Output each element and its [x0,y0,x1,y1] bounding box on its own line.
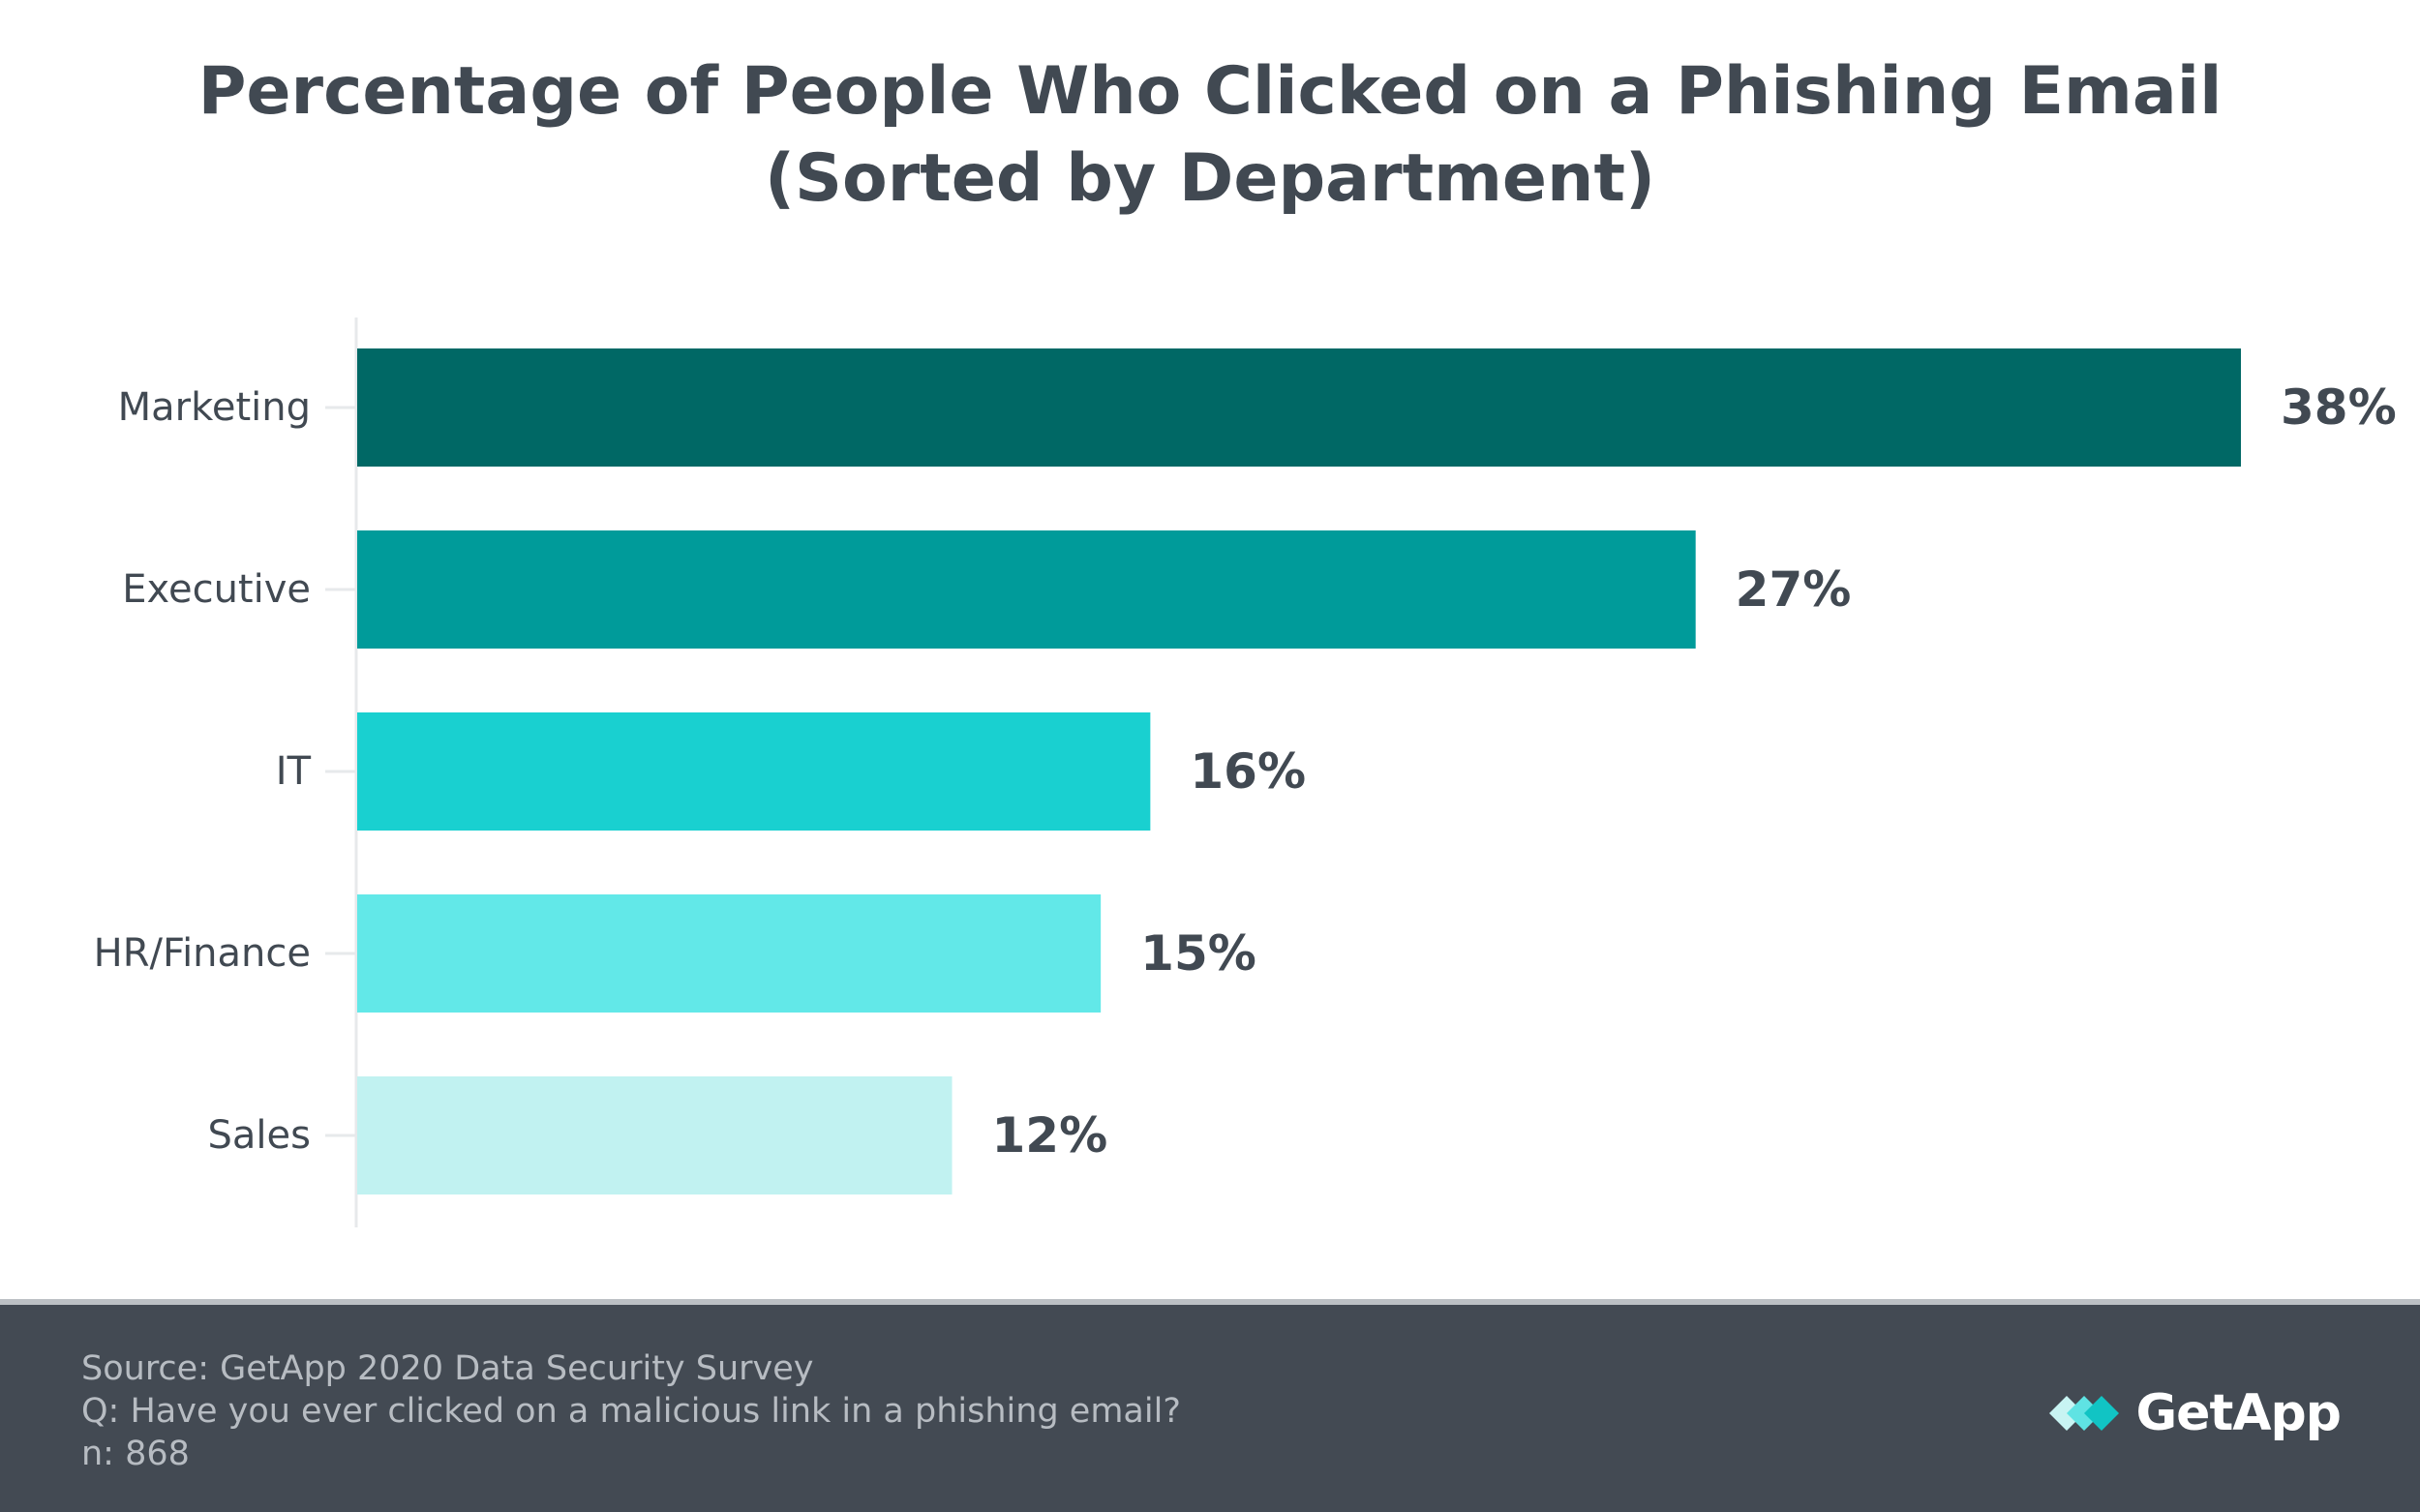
chart-title-line-1: Percentage of People Who Clicked on a Ph… [197,53,2223,130]
bar-chart: Marketing 38% Executive 27% IT 16% HR/Finance 1… [94,318,2397,1227]
bars-layer: Marketing 38% Executive 27% IT 16% HR/Finance 1… [94,348,2397,1194]
category-label: Marketing [118,385,311,430]
chart-title: Percentage of People Who Clicked on a Ph… [0,48,2420,223]
category-label: HR/Finance [94,931,311,976]
getapp-logo: GetApp [2047,1384,2342,1442]
brand-name: GetApp [2135,1384,2342,1442]
chart-title-line-2: (Sorted by Department) [764,140,1656,217]
value-label: 15% [1140,925,1256,982]
getapp-logo-icon [2048,1396,2119,1431]
bar-executive [357,530,1696,649]
bar-marketing [357,348,2241,467]
value-label: 38% [2281,379,2397,436]
value-label: 12% [992,1107,1108,1164]
category-label: IT [276,749,312,794]
category-label: Sales [208,1113,311,1158]
source-note: Source: GetApp 2020 Data Security Survey [81,1349,814,1388]
footer-bar: Source: GetApp 2020 Data Security Survey… [0,1299,2420,1512]
value-label: 27% [1736,561,1852,618]
category-label: Executive [122,567,311,612]
question-note: Q: Have you ever clicked on a malicious … [81,1392,1181,1431]
sample-size-note: n: 868 [81,1435,190,1473]
bar-sales [357,1076,953,1194]
bar-it [357,712,1151,831]
footer-notes: Source: GetApp 2020 Data Security Survey… [81,1347,1181,1475]
bar-hr-finance [357,894,1102,1013]
value-label: 16% [1190,743,1306,800]
